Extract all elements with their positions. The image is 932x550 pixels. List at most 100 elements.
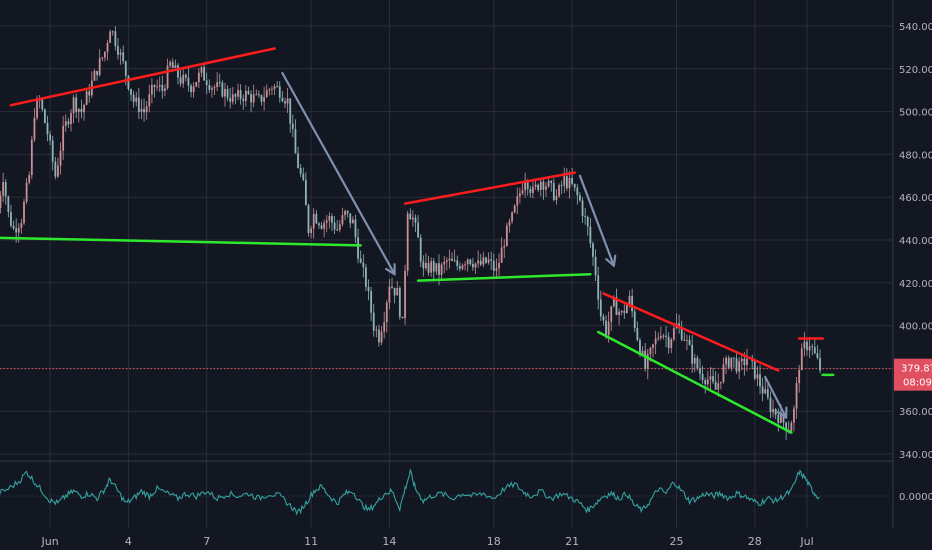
- candle-body: [419, 237, 422, 262]
- candle-body: [581, 200, 584, 217]
- candle-body: [33, 117, 36, 140]
- candle-body: [260, 95, 263, 102]
- candle-body: [83, 104, 85, 113]
- candle-body: [565, 176, 568, 189]
- down-arrow-head: [605, 254, 617, 267]
- candle-body: [490, 259, 493, 261]
- candle-body: [17, 227, 20, 233]
- candle-body: [699, 368, 701, 374]
- candle-body: [284, 101, 286, 104]
- candle-body: [513, 205, 516, 213]
- candle-body: [396, 287, 399, 296]
- candle-body: [584, 216, 587, 218]
- candle-body: [691, 344, 694, 364]
- candle-body: [111, 31, 114, 33]
- candle-body: [657, 337, 660, 339]
- price-tick-label: 420.00: [899, 279, 932, 290]
- candle-body: [140, 108, 143, 112]
- down-arrow-shaft: [578, 174, 615, 267]
- candle-body: [458, 266, 461, 269]
- down-arrow-head: [776, 406, 788, 419]
- candle-body: [213, 87, 216, 89]
- candle-body: [51, 140, 54, 162]
- candle-body: [15, 228, 18, 233]
- candle-body: [328, 216, 331, 221]
- candle-body: [23, 201, 25, 224]
- candle-body: [200, 67, 203, 73]
- candle-body: [573, 183, 576, 188]
- candle-body: [234, 94, 237, 97]
- candle-body: [221, 82, 224, 97]
- candle-body: [258, 94, 260, 96]
- candle-body: [448, 258, 451, 261]
- resistance-trendline: [9, 47, 276, 107]
- countdown-label: 08:09: [903, 378, 932, 389]
- candle-body: [62, 125, 65, 151]
- candle-body: [740, 358, 743, 362]
- candle-body: [594, 256, 597, 276]
- candle-body: [101, 57, 104, 59]
- price-tick-label: 340.00: [899, 450, 932, 461]
- candle-body: [182, 74, 185, 84]
- candle-body: [203, 67, 205, 81]
- candle-body: [579, 195, 581, 201]
- candle-body: [320, 225, 323, 229]
- candle-body: [592, 243, 594, 257]
- candle-body: [153, 85, 156, 87]
- candle-body: [4, 182, 7, 197]
- candle-body: [521, 190, 524, 194]
- candle-body: [72, 97, 75, 114]
- candle-body: [36, 100, 38, 118]
- candle-body: [252, 94, 255, 103]
- candle-body: [519, 193, 521, 197]
- time-axis[interactable]: Jun 4 7 11 14 18 21 25 28 Jul: [41, 535, 814, 548]
- candle-body: [811, 346, 814, 348]
- candle-body: [307, 205, 310, 234]
- candle-body: [678, 323, 681, 328]
- candle-body: [618, 311, 620, 316]
- candle-body: [524, 181, 527, 191]
- candle-body: [516, 196, 519, 206]
- candle-body: [816, 353, 819, 359]
- candle-body: [427, 262, 430, 273]
- candle-body: [291, 123, 294, 130]
- candle-body: [665, 335, 667, 337]
- candle-body: [43, 109, 46, 124]
- candle-body: [662, 335, 665, 337]
- last-price-tag: 379.87 08:09: [894, 358, 932, 391]
- candle-body: [297, 153, 299, 168]
- candle-body: [299, 167, 302, 174]
- candle-body: [800, 348, 803, 371]
- candle-body: [278, 86, 281, 98]
- candle-body: [231, 94, 234, 102]
- candle-body: [197, 72, 200, 83]
- candle-body: [49, 134, 51, 141]
- candle-body: [686, 339, 688, 341]
- candle-body: [696, 357, 699, 369]
- candle-body: [224, 88, 226, 97]
- candle-body: [753, 361, 756, 379]
- candle-body: [644, 350, 647, 369]
- candle-body: [375, 329, 378, 331]
- candle-body: [443, 261, 446, 265]
- candle-body: [532, 186, 534, 193]
- candle-body: [378, 329, 380, 343]
- candle-body: [819, 358, 821, 371]
- candle-body: [612, 297, 615, 307]
- candle-body: [25, 182, 28, 202]
- candle-body: [610, 306, 613, 322]
- candle-body: [547, 180, 550, 187]
- candle-body: [171, 61, 174, 68]
- candle-body: [331, 216, 333, 223]
- candle-body: [177, 65, 179, 78]
- candle-body: [511, 212, 513, 222]
- price-axis[interactable]: 340.00360.00380.00400.00420.00440.00460.…: [899, 22, 932, 503]
- candle-body: [461, 265, 464, 269]
- last-price-badge: [894, 358, 932, 391]
- candle-body: [12, 225, 15, 229]
- price-tick-label: 400.00: [899, 322, 932, 333]
- candle-body: [730, 357, 733, 368]
- candle-body: [263, 97, 266, 102]
